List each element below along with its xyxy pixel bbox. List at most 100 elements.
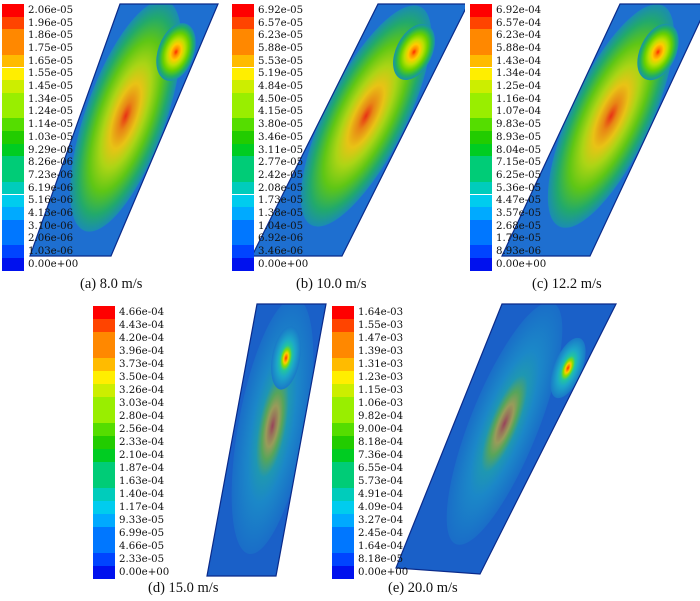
legend-swatch: [470, 245, 492, 258]
legend-label: 1.24e-05: [28, 106, 74, 118]
legend-row: 7.36e-04: [332, 449, 403, 462]
contour-outline: [251, 3, 465, 257]
legend-swatch: [470, 80, 492, 93]
panel-caption: (a) 8.0 m/s: [80, 276, 143, 292]
legend-row: 6.23e-04: [470, 29, 542, 43]
panel-caption: (e) 20.0 m/s: [388, 580, 458, 596]
legend-row: 5.53e-05: [232, 54, 304, 68]
legend-row: 9.00e-04: [332, 423, 403, 436]
legend-label: 5.53e-05: [258, 55, 304, 67]
legend-row: 1.16e-04: [470, 92, 541, 106]
legend-label: 4.09e-04: [358, 502, 404, 513]
legend-label: 3.46e-06: [258, 246, 304, 258]
legend-label: 6.19e-06: [28, 182, 74, 194]
legend-swatch: [332, 397, 354, 410]
legend-row: 4.43e-04: [93, 319, 164, 332]
legend-swatch: [232, 67, 254, 81]
legend-label: 8.18e-05: [358, 554, 404, 565]
legend-label: 4.66e-05: [119, 541, 165, 552]
legend-row: 6.23e-05: [232, 29, 303, 43]
legend-swatch: [93, 306, 115, 319]
legend-row: 3.50e-04: [93, 371, 164, 384]
legend-swatch: [232, 105, 254, 119]
legend-row: 0.00e+00: [332, 566, 408, 579]
legend-row: 6.99e-05: [93, 527, 164, 540]
legend-row: 6.92e-04: [470, 4, 541, 17]
legend-swatch: [332, 462, 354, 475]
contour-outline: [395, 303, 617, 575]
legend-swatch: [470, 4, 492, 17]
legend-label: 6.23e-04: [496, 30, 542, 42]
legend-row: 0.00e+00: [232, 258, 308, 271]
legend-row: 1.73e-05: [232, 194, 303, 208]
legend-label: 1.25e-04: [496, 81, 542, 93]
legend-swatch: [332, 436, 354, 449]
legend-row: 2.10e-04: [93, 449, 164, 462]
legend-label: 1.39e-03: [358, 346, 404, 357]
legend-label: 2.56e-04: [119, 424, 165, 435]
legend-label: 1.75e-05: [28, 42, 74, 54]
legend-row: 1.25e-04: [470, 80, 541, 93]
legend-swatch: [93, 449, 115, 462]
legend-label: 5.36e-05: [496, 182, 542, 194]
legend-row: 1.23e-03: [332, 371, 403, 384]
legend-label: 2.68e-05: [496, 220, 542, 232]
legend-label: 1.40e-04: [119, 489, 165, 500]
legend-swatch: [332, 527, 354, 540]
legend-label: 6.55e-04: [358, 463, 404, 474]
legend-row: 1.47e-03: [332, 332, 403, 345]
legend-label: 5.73e-04: [358, 476, 404, 487]
panel-caption: (d) 15.0 m/s: [148, 580, 219, 596]
legend-row: 7.23e-06: [2, 169, 73, 182]
legend-row: 3.57e-05: [470, 207, 541, 220]
legend-swatch: [93, 319, 115, 332]
legend-row: 1.24e-05: [2, 105, 74, 119]
legend-label: 1.06e-03: [358, 398, 404, 409]
legend-swatch: [232, 92, 254, 106]
legend-row: 5.73e-04: [332, 475, 403, 488]
legend-row: 1.17e-04: [93, 501, 164, 514]
legend-row: 6.57e-04: [470, 16, 541, 30]
legend-row: 1.65e-05: [2, 54, 73, 68]
legend-row: 8.26e-06: [2, 156, 73, 170]
legend-swatch: [232, 156, 254, 170]
legend-label: 1.04e-05: [258, 220, 304, 232]
legend-swatch: [232, 181, 254, 195]
legend-swatch: [232, 245, 254, 258]
legend-row: 5.36e-05: [470, 181, 542, 195]
legend-swatch: [93, 462, 115, 475]
legend-swatch: [2, 4, 24, 17]
legend-swatch: [470, 194, 492, 208]
legend-swatch: [332, 449, 354, 462]
legend-swatch: [332, 514, 354, 527]
legend-row: 3.27e-04: [332, 514, 403, 527]
legend-row: 1.87e-04: [93, 462, 164, 475]
legend-row: 2.06e-05: [2, 4, 73, 17]
legend-row: 6.57e-05: [232, 16, 303, 30]
legend-row: 5.19e-05: [232, 67, 303, 81]
legend-swatch: [470, 143, 492, 157]
legend-swatch: [470, 258, 492, 271]
legend-row: 7.15e-05: [470, 156, 541, 170]
legend-row: 4.91e-04: [332, 488, 403, 501]
legend-row: 1.15e-03: [332, 384, 403, 397]
legend-swatch: [2, 42, 24, 55]
legend-row: 1.55e-03: [332, 319, 403, 332]
legend-row: 3.46e-06: [232, 245, 303, 258]
legend-swatch: [2, 118, 24, 131]
legend-label: 1.43e-04: [496, 55, 542, 67]
legend-row: 8.18e-04: [332, 436, 403, 449]
legend-swatch: [332, 501, 354, 514]
legend-label: 6.92e-05: [258, 4, 304, 16]
legend-row: 2.68e-05: [470, 219, 542, 233]
legend-swatch: [332, 423, 354, 436]
legend-swatch: [470, 67, 492, 81]
legend-label: 2.42e-05: [258, 169, 304, 181]
legend-row: 1.38e-05: [232, 207, 303, 220]
legend-swatch: [332, 319, 354, 332]
legend-label: 1.38e-05: [258, 208, 304, 220]
legend-swatch: [232, 232, 254, 246]
legend-row: 0.00e+00: [470, 258, 546, 271]
legend-swatch: [93, 514, 115, 527]
legend-swatch: [93, 345, 115, 358]
